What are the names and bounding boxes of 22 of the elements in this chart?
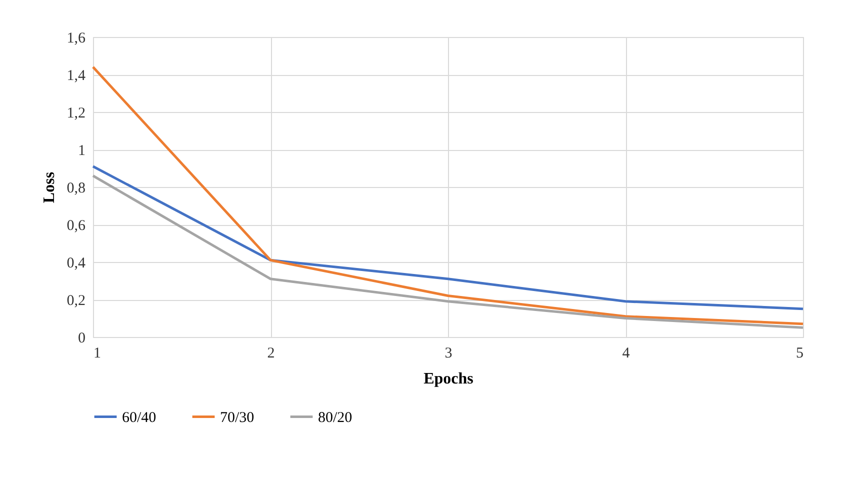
x-tick-label: 1: [94, 346, 101, 362]
x-tick-label: 4: [622, 346, 630, 362]
legend-label: 70/30: [220, 410, 254, 426]
y-tick-label: 0: [78, 330, 86, 346]
x-tick-label: 2: [267, 346, 275, 362]
x-tick-label: 3: [444, 346, 452, 362]
line-series: [92, 66, 804, 326]
y-tick-label: 0,4: [66, 256, 86, 272]
legend-label: 80/20: [318, 410, 352, 426]
y-tick-label: 1,2: [66, 106, 86, 122]
y-tick-label: 0,6: [66, 218, 86, 234]
y-tick-label: 1: [78, 143, 86, 159]
y-tick-label: 0,2: [66, 293, 86, 309]
y-tick-label: 1,4: [66, 68, 86, 84]
line-series: [92, 174, 804, 329]
y-tick-label: 1,6: [66, 30, 86, 46]
line-series: [92, 165, 804, 310]
y-tick-label: 0,8: [66, 180, 86, 196]
legend-label: 60/40: [122, 410, 156, 426]
x-axis-title: Epochs: [424, 370, 474, 388]
x-tick-label: 5: [796, 346, 804, 362]
y-axis-title: Loss: [40, 172, 58, 204]
